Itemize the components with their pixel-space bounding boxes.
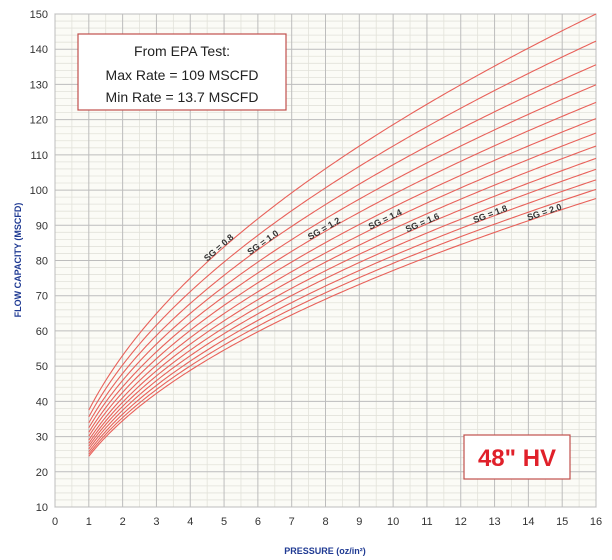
x-tick-label: 13 [488,516,500,528]
y-tick-label: 110 [30,150,48,162]
y-tick-label: 150 [30,9,48,21]
flow-curve-11 [88,179,597,453]
x-tick-label: 1 [86,516,92,528]
x-axis-title: PRESSURE (oz/in²) [284,546,366,556]
flow-curve-7 [88,132,597,441]
x-tick-label: 14 [522,516,534,528]
x-tick-label: 2 [120,516,126,528]
x-tick-label: 0 [52,516,58,528]
y-tick-label: 90 [36,220,48,232]
flow-curve-2 [88,40,597,418]
x-tick-label: 15 [556,516,568,528]
flow-curve-10 [88,168,597,450]
flow-curve-6 [88,118,597,437]
flow-curve-12 [88,188,597,455]
flow-curve-4 [88,84,597,429]
info-box-frame [77,33,287,111]
x-tick-label: 10 [387,516,399,528]
x-tick-label: 4 [187,516,193,528]
flow-curve-9 [88,157,597,447]
x-tick-label: 5 [221,516,227,528]
flow-curve-3 [88,64,597,424]
flow-curve-1 [88,13,597,411]
info-min-rate: Min Rate = 13.7 MSCFD [106,89,259,105]
info-title: From EPA Test: [134,43,230,59]
x-tick-label: 16 [590,516,602,528]
y-tick-label: 120 [30,115,48,127]
flow-curves [88,13,597,457]
x-tick-label: 6 [255,516,261,528]
x-axis-ticks: 0 1 2 3 4 5 6 7 8 9 10 11 12 13 14 15 16 [52,516,602,528]
model-label-box: 48" HV [463,434,571,480]
info-box: From EPA Test: Max Rate = 109 MSCFD Min … [77,33,287,111]
x-tick-label: 11 [421,516,432,528]
y-tick-label: 130 [30,79,48,91]
flow-curve-13 [88,197,597,457]
x-tick-label: 8 [322,516,328,528]
y-tick-label: 60 [36,326,48,338]
model-label-frame [463,434,571,480]
y-tick-label: 20 [36,467,48,479]
y-tick-label: 40 [36,396,48,408]
y-axis-ticks: 10 20 30 40 50 60 70 80 90 100 110 120 130 140 150 [30,9,48,514]
x-tick-label: 3 [153,516,159,528]
x-tick-label: 7 [289,516,295,528]
model-label: 48" HV [478,445,556,472]
flow-curve-8 [88,145,597,444]
info-max-rate: Max Rate = 109 MSCFD [106,67,259,83]
y-axis-title: FLOW CAPACITY (MSCFD) [13,203,23,318]
y-tick-label: 100 [30,185,48,197]
y-tick-label: 30 [36,432,48,444]
y-tick-label: 80 [36,256,48,268]
y-tick-label: 70 [36,291,48,303]
x-tick-label: 12 [455,516,467,528]
x-tick-label: 9 [356,516,362,528]
y-tick-label: 50 [36,361,48,373]
y-tick-label: 140 [30,44,48,56]
flow-curve-5 [88,101,597,433]
y-tick-label: 10 [36,502,48,514]
